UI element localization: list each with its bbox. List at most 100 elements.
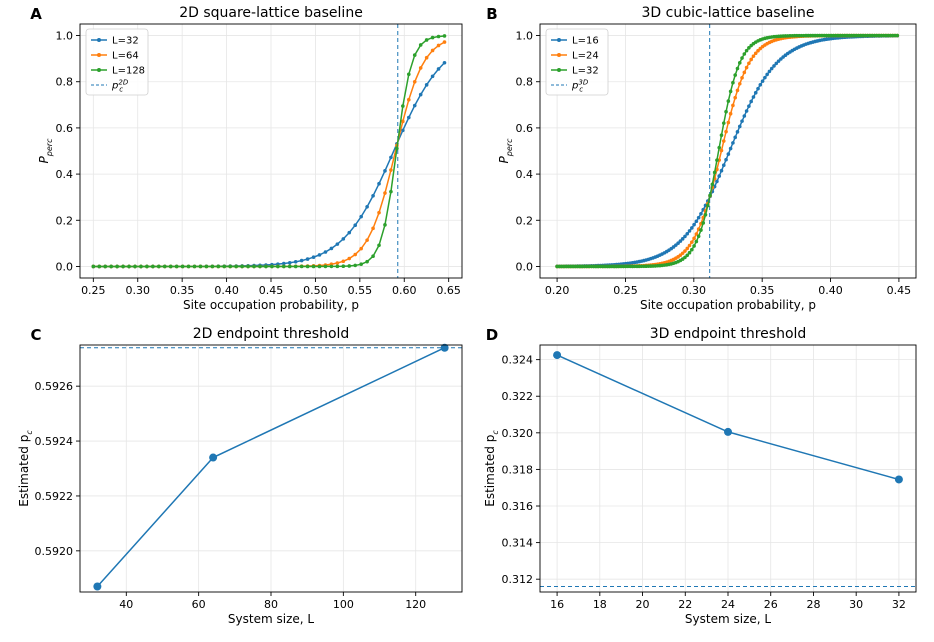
y-tick-label: 0.8 — [516, 76, 534, 89]
data-point — [311, 264, 316, 269]
data-point — [776, 59, 781, 63]
y-axis-label: Estimated pc — [17, 430, 34, 507]
x-tick-label: 0.45 — [887, 284, 912, 297]
plot-area — [91, 24, 447, 278]
data-point — [694, 219, 699, 224]
data-point — [406, 115, 411, 120]
legend-label-threshold: p3D c — [571, 79, 589, 94]
data-point — [735, 130, 740, 134]
data-point — [763, 75, 767, 80]
legend-label: L=32 — [572, 66, 599, 77]
legend: L=32 L=64 L=128 p2D c — [85, 28, 149, 96]
x-tick-label: 40 — [119, 598, 133, 611]
legend-marker — [557, 38, 561, 42]
data-point — [418, 66, 423, 70]
legend-marker — [557, 53, 561, 57]
y-tick-label: 0.2 — [516, 214, 534, 227]
data-point — [692, 244, 696, 248]
y-axis-label-sub: c — [491, 430, 500, 435]
data-point — [731, 141, 735, 145]
series-markers-l-32 — [555, 33, 900, 269]
data-point — [371, 226, 375, 231]
panel-a: 0.25 0.30 0.35 0.40 0.45 0.50 0.55 0.60 0.65 0.0 0… — [30, 5, 463, 312]
data-point — [93, 582, 102, 591]
data-point — [685, 253, 690, 258]
data-point — [744, 65, 749, 70]
legend-marker — [557, 68, 561, 72]
panel-c: 40 60 80 100 120 0.5920 0.5922 0.5924 0.5926 2D e… — [17, 326, 463, 626]
data-point — [341, 237, 346, 241]
chart-title: 2D endpoint threshold — [193, 326, 350, 342]
chart-title: 2D square-lattice baseline — [179, 5, 363, 21]
data-point — [383, 223, 387, 227]
data-point — [724, 129, 728, 134]
data-point — [210, 264, 215, 269]
data-point — [151, 264, 155, 269]
data-point — [680, 251, 685, 256]
data-point — [299, 264, 304, 269]
data-point — [753, 90, 758, 95]
data-point — [430, 74, 435, 79]
x-tick-label: 20 — [636, 598, 650, 611]
x-tick-label: 0.60 — [392, 284, 417, 297]
data-point — [377, 243, 381, 248]
y-tick-label: 0.2 — [56, 214, 74, 227]
data-point — [717, 174, 722, 178]
data-point — [323, 264, 328, 269]
data-point — [276, 264, 280, 269]
data-point — [353, 263, 358, 268]
y-tick-label: 1.0 — [56, 30, 74, 43]
data-point — [442, 40, 447, 44]
data-point — [728, 89, 733, 94]
x-tick-label: 0.30 — [125, 284, 150, 297]
data-point — [699, 211, 703, 216]
data-point — [270, 264, 274, 269]
data-point — [740, 119, 744, 123]
y-axis-label-main: P — [37, 155, 51, 163]
legend-marker — [97, 38, 101, 42]
x-tick-label: 0.30 — [682, 284, 707, 297]
data-point — [264, 264, 268, 269]
data-point — [412, 79, 417, 84]
y-axis-label: Estimated pc — [483, 430, 500, 507]
data-point — [735, 88, 740, 93]
plot-area — [555, 24, 900, 278]
data-point — [721, 163, 726, 168]
data-point — [710, 182, 715, 187]
y-tick-label: 0.5924 — [35, 435, 74, 448]
y-axis-label-main: Estimated p — [483, 435, 497, 507]
data-point — [365, 204, 369, 209]
panel-letter: D — [486, 326, 498, 344]
y-axis-label-sub: perc — [45, 138, 54, 157]
data-point — [383, 191, 387, 195]
data-point — [287, 264, 292, 269]
x-tick-label: 0.45 — [259, 284, 284, 297]
panel-letter: C — [30, 326, 41, 344]
data-point — [708, 193, 712, 198]
series-markers-l-128 — [91, 34, 447, 269]
data-point — [353, 252, 358, 257]
data-point — [753, 51, 758, 56]
data-point — [252, 264, 256, 269]
data-point — [281, 261, 286, 266]
data-point — [359, 246, 363, 251]
x-tick-label: 0.40 — [214, 284, 239, 297]
data-point — [733, 95, 737, 100]
data-point — [715, 158, 719, 162]
data-point — [705, 203, 710, 208]
legend-label-threshold: p2D c — [111, 79, 129, 94]
data-point — [353, 223, 358, 228]
data-point — [258, 264, 262, 269]
legend-threshold-main: p — [111, 81, 118, 92]
y-tick-label: 0.0 — [516, 260, 534, 273]
data-point — [744, 109, 749, 113]
panel-b: 0.20 0.25 0.30 0.35 0.40 0.45 0.0 0.2 0.4 0.6 0.8 1… — [486, 5, 917, 312]
data-point — [758, 82, 763, 87]
data-point — [192, 264, 197, 269]
data-point — [737, 124, 742, 129]
data-point — [359, 214, 363, 219]
y-tick-label: 0.316 — [502, 500, 534, 513]
data-point — [406, 97, 411, 102]
data-point — [133, 264, 137, 269]
data-point — [701, 221, 706, 225]
